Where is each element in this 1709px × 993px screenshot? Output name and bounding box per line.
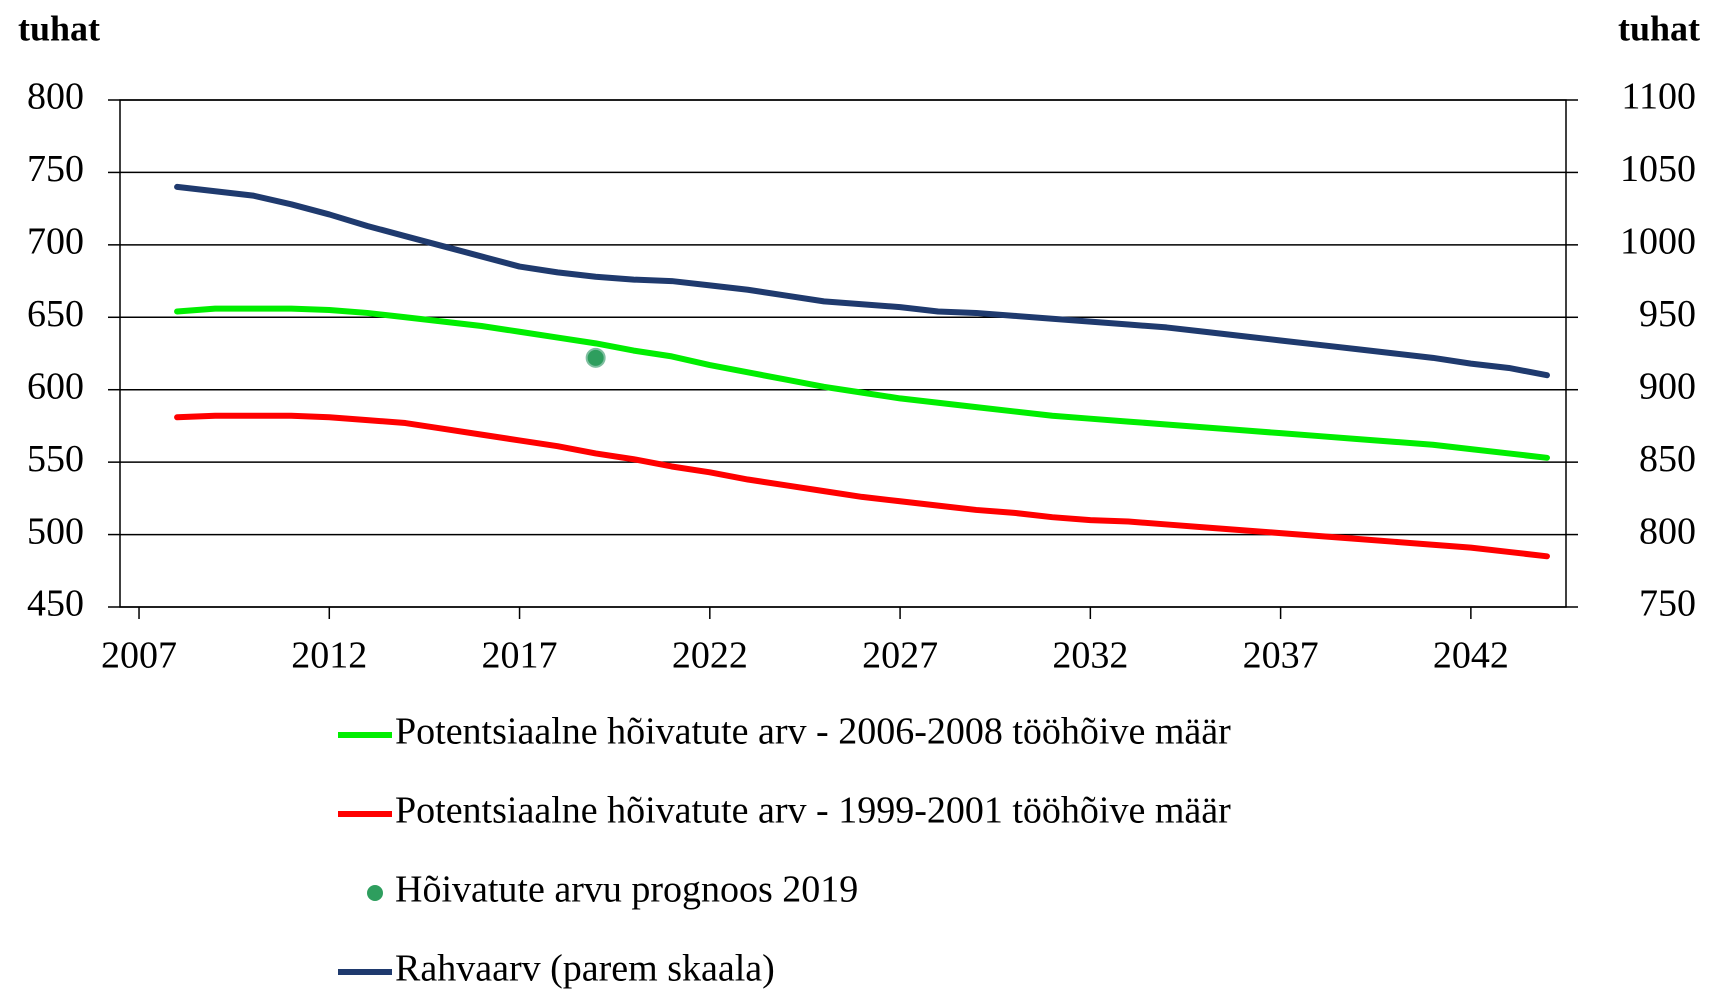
y2-axis-label: tuhat [1618,8,1700,48]
x-tick-label: 2007 [101,635,177,677]
legend-label: Potentsiaalne hõivatute arv - 2006-2008 … [395,711,1231,753]
x-tick-label: 2017 [482,635,558,677]
data-line [174,412,1550,560]
data-line [174,305,1550,461]
x-tick-label: 2037 [1243,635,1319,677]
y2-tick-label: 1050 [1620,148,1696,190]
x-tick-label: 2042 [1433,635,1509,677]
y-tick-label: 550 [27,438,84,480]
x-tick-label: 2032 [1052,635,1128,677]
y-tick-label: 450 [27,583,84,625]
y2-tick-label: 800 [1639,510,1696,552]
y2-tick-label: 1000 [1620,221,1696,263]
legend-label: Rahvaarv (parem skaala) [395,948,775,990]
legend-label: Hõivatute arvu prognoos 2019 [395,869,858,911]
y-tick-label: 700 [27,221,84,263]
legend-symbol [367,885,383,901]
y-tick-label: 500 [27,510,84,552]
x-tick-label: 2027 [862,635,938,677]
y2-tick-label: 750 [1639,583,1696,625]
y2-tick-label: 900 [1639,365,1696,407]
data-point [585,347,606,368]
y-tick-label: 600 [27,365,84,407]
data-line [174,183,1550,379]
x-tick-label: 2022 [672,635,748,677]
y2-tick-label: 850 [1639,438,1696,480]
plot-frame [119,99,1567,608]
y-tick-label: 750 [27,148,84,190]
y2-tick-label: 1100 [1621,76,1696,118]
y-tick-label: 650 [27,293,84,335]
y2-tick-label: 950 [1639,293,1696,335]
x-tick-label: 2012 [291,635,367,677]
y-axis-label: tuhat [18,8,100,48]
legend-label: Potentsiaalne hõivatute arv - 1999-2001 … [395,790,1231,832]
y-tick-label: 800 [27,76,84,118]
